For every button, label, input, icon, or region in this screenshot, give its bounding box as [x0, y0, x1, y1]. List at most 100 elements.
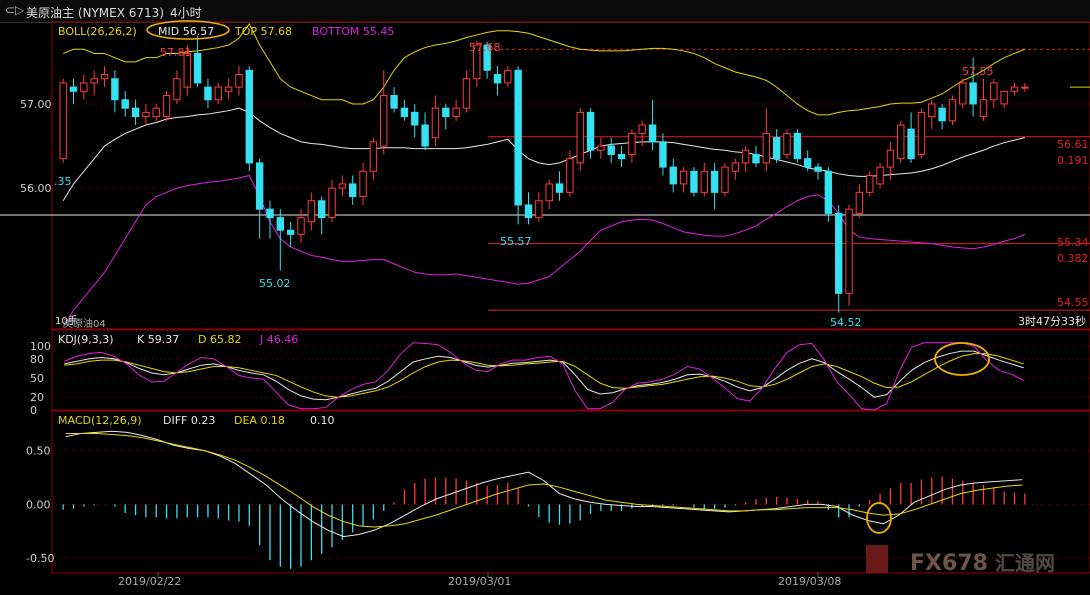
kdj-tick-label: 20 — [30, 391, 44, 404]
fib-price-2: 55.34 — [1057, 236, 1089, 249]
boll-mid-line — [62, 107, 1025, 202]
candle-up — [566, 158, 574, 193]
candle-up — [928, 103, 936, 118]
candle-up — [162, 95, 171, 118]
lots-label: 10手 — [55, 314, 78, 327]
candle-up — [855, 191, 864, 214]
candle-up — [638, 124, 646, 134]
macd-panel-frame — [51, 410, 1090, 574]
candle-down — [348, 183, 357, 198]
candle-up — [59, 82, 67, 160]
countdown-label: 3时47分33秒 — [1018, 314, 1086, 328]
candle-up — [452, 107, 460, 118]
candle-up — [462, 78, 471, 109]
boll-bottom-line — [62, 174, 1026, 328]
watermark-brand: FX678 — [910, 551, 988, 576]
candle-up — [431, 107, 440, 139]
candle-up — [1010, 86, 1019, 92]
candle-up — [979, 99, 988, 118]
candle-up — [152, 107, 160, 118]
boll-bottom: BOTTOM 55.45 — [312, 25, 394, 38]
candle-down — [193, 52, 202, 84]
candle-down — [752, 153, 760, 164]
kdj-panel-frame — [51, 329, 1090, 411]
candle-down — [286, 229, 295, 235]
candle-up — [1021, 86, 1029, 89]
candle-down — [442, 107, 450, 118]
candle-down — [607, 145, 615, 155]
candle-up — [545, 183, 553, 202]
candle-down — [834, 212, 843, 294]
price-tick-label: 56.00 — [20, 182, 52, 195]
watermark-logo — [866, 545, 888, 573]
high-label-1: 57.81 — [160, 46, 192, 59]
candle-up — [679, 170, 688, 185]
boll-name: BOLL(26,26,2) — [58, 25, 137, 38]
contract-label: 美原油04 — [63, 317, 106, 330]
candle-up — [762, 132, 771, 164]
macd-value: 0.10 — [310, 414, 335, 427]
macd-tick-label: 0.50 — [26, 445, 51, 458]
candle-down — [276, 217, 285, 231]
fib-price-1: 56.61 — [1057, 138, 1089, 151]
candle-up — [783, 132, 791, 155]
candle-down — [690, 170, 698, 193]
candle-down — [483, 44, 491, 71]
candle-up — [473, 44, 481, 80]
candle-down — [69, 86, 78, 92]
macd-dea: DEA 0.18 — [234, 414, 285, 427]
candle-up — [100, 74, 109, 80]
macd-tick-label: 0.00 — [26, 498, 51, 511]
fib-price-3: 54.55 — [1057, 296, 1089, 309]
window-title: 美原油主 (NYMEX 6713) — [26, 6, 164, 20]
candle-down — [266, 208, 274, 219]
macd-name: MACD(12,26,9) — [58, 414, 142, 427]
candle-up — [886, 149, 895, 168]
candle-down — [390, 95, 398, 109]
watermark-cn: 汇通网 — [995, 551, 1055, 575]
left-partial-label: .35 — [54, 175, 72, 188]
kdj-tick-label: 100 — [30, 340, 51, 353]
candle-up — [307, 200, 316, 223]
candle-down — [111, 78, 119, 101]
candle-down — [803, 158, 812, 168]
kdj-tick-label: 50 — [30, 372, 44, 385]
candle-down — [793, 132, 802, 160]
macd-dea-line — [65, 432, 1023, 528]
high-label-2: 57.68 — [469, 41, 501, 54]
boll-top-line — [62, 23, 1026, 116]
candle-up — [338, 183, 347, 189]
candle-down — [586, 111, 595, 151]
candle-down — [255, 162, 264, 210]
kdj-name: KDJ(9,3,3) — [58, 333, 114, 346]
candle-up — [297, 217, 305, 235]
macd-highlight-circle — [866, 502, 892, 534]
date-label-3: 2019/03/08 — [778, 575, 841, 588]
candle-down — [317, 200, 326, 219]
candle-down — [824, 170, 833, 214]
kdj-j: J 46.46 — [259, 333, 298, 346]
candle-up — [369, 141, 378, 172]
candle-up — [876, 166, 884, 185]
candle-up — [80, 82, 88, 92]
candle-down — [421, 124, 429, 147]
candle-down — [669, 166, 677, 185]
candle-up — [235, 74, 243, 88]
candle-down — [400, 107, 409, 118]
candle-up — [917, 111, 926, 155]
candle-down — [121, 99, 129, 109]
period-selector[interactable]: 4小时 — [170, 6, 202, 20]
candle-up — [700, 170, 708, 193]
candle-down — [514, 69, 522, 206]
fib-ratio-2: 0.382 — [1057, 252, 1089, 265]
candle-up — [845, 208, 853, 294]
candle-down — [411, 111, 419, 126]
kdj-highlight-circle — [934, 342, 990, 376]
candle-down — [493, 74, 502, 84]
candle-up — [628, 132, 636, 155]
candle-down — [710, 170, 719, 193]
date-label-1: 2019/02/22 — [118, 575, 181, 588]
candle-up — [142, 111, 150, 118]
arrows-icon[interactable]: ⊂▷ — [5, 3, 25, 17]
